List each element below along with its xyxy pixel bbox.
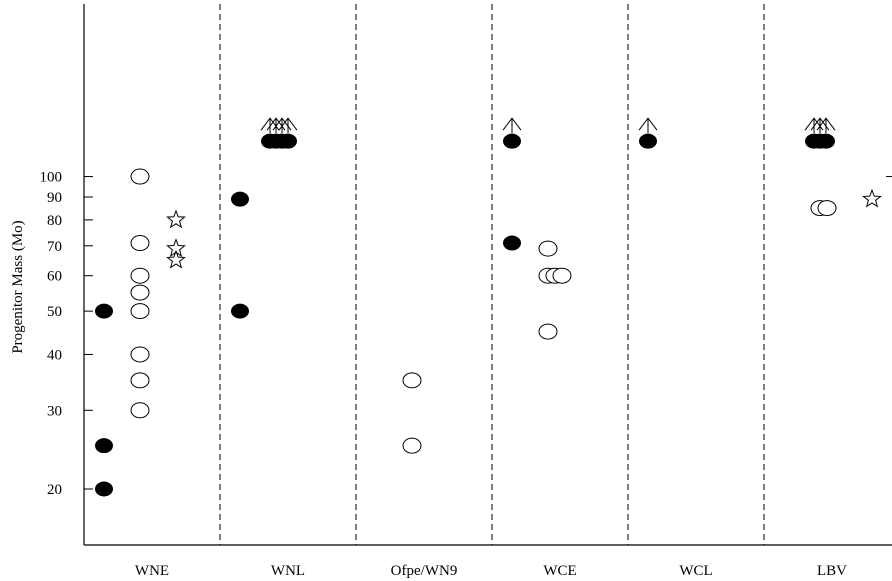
y-axis: 20 30 40 50 60 70 80 90 100 — [40, 170, 892, 498]
category-label: Ofpe/WN9 — [391, 563, 458, 579]
open-circle-point — [130, 303, 150, 320]
open-circle-point — [817, 200, 837, 217]
y-tick-label: 70 — [47, 239, 62, 255]
open-circle-point — [130, 372, 150, 389]
filled-circle-point — [95, 438, 113, 454]
plot-frame — [83, 4, 892, 546]
category-label: WCE — [543, 563, 576, 579]
category-label: WNL — [271, 563, 305, 579]
category-label: LBV — [817, 563, 847, 579]
category-label: WCL — [679, 563, 712, 579]
filled-circle-point — [95, 481, 113, 497]
filled-circle-point — [503, 235, 521, 251]
open-circle-point — [130, 284, 150, 301]
filled-circle-point — [231, 191, 249, 207]
limit-arrow-head — [502, 117, 522, 131]
star-point — [862, 188, 882, 208]
filled-circle-point — [279, 133, 297, 149]
star-point — [166, 249, 186, 269]
filled-circle-point — [503, 133, 521, 149]
y-tick-label: 100 — [40, 170, 63, 186]
filled-circle-point — [639, 133, 657, 149]
open-circle-point — [552, 267, 572, 284]
category-dividers — [219, 4, 765, 545]
star-point — [166, 209, 186, 229]
open-circle-point — [538, 240, 558, 257]
filled-circle-point — [231, 303, 249, 319]
open-circle-point — [130, 346, 150, 363]
open-circle-point — [130, 267, 150, 284]
data-marks — [95, 117, 882, 497]
y-tick-label: 40 — [47, 347, 62, 363]
y-tick-label: 50 — [47, 304, 62, 320]
category-label: WNE — [135, 563, 169, 579]
open-circle-point — [538, 323, 558, 340]
y-tick-label: 90 — [47, 190, 62, 206]
open-circle-point — [130, 402, 150, 419]
open-circle-point — [130, 168, 150, 185]
limit-arrow-head — [638, 117, 658, 131]
filled-circle-point — [95, 303, 113, 319]
limit-arrow-head — [816, 117, 836, 131]
limit-arrow-head — [278, 117, 298, 131]
y-tick-label: 30 — [47, 403, 62, 419]
open-circle-point — [402, 372, 422, 389]
y-tick-label: 20 — [47, 482, 62, 498]
y-tick-label: 60 — [47, 269, 62, 285]
x-axis-categories: WNE WNL Ofpe/WN9 WCE WCL LBV — [135, 563, 847, 579]
y-tick-label: 80 — [47, 213, 62, 229]
open-circle-point — [130, 235, 150, 252]
y-axis-label: Progenitor Mass (Mo) — [10, 220, 26, 353]
open-circle-point — [402, 437, 422, 454]
filled-circle-point — [817, 133, 835, 149]
